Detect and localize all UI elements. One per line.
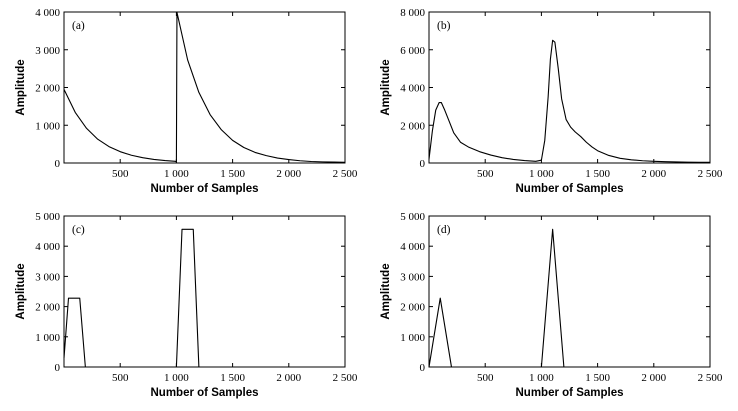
y-tick-label: 4 000 <box>400 241 425 253</box>
y-tick-label: 1 000 <box>400 332 425 344</box>
y-tick-label: 0 <box>420 158 426 170</box>
chart-panel-3: 500 1 000 1 500 2 000 2 500 0 1 000 2 000 3 000 4… <box>15 211 358 399</box>
x-tick-label: 2 000 <box>276 168 301 180</box>
x-tick-label: 500 <box>477 372 494 384</box>
x-tick-label: 1 000 <box>164 168 189 180</box>
y-tick-label: 4 000 <box>400 83 425 95</box>
panel-label: (b) <box>437 20 451 32</box>
x-axis-label: Number of Samples <box>516 183 624 195</box>
x-tick-label: 2 500 <box>698 372 723 384</box>
plot-frame <box>63 215 346 368</box>
x-tick-label: 2 000 <box>276 372 301 384</box>
y-axis-label: Amplitude <box>380 263 392 319</box>
panel-label: (d) <box>437 224 451 236</box>
y-tick-label: 1 000 <box>35 332 60 344</box>
series-line <box>63 228 345 368</box>
plot-frame <box>63 11 346 164</box>
y-axis-label: Amplitude <box>15 59 27 115</box>
y-tick-label: 8 000 <box>400 7 425 19</box>
y-tick-label: 3 000 <box>400 271 425 283</box>
y-tick-label: 2 000 <box>400 120 425 132</box>
y-tick-label: 0 <box>55 362 61 374</box>
y-tick-label: 2 000 <box>35 83 60 95</box>
chart-panel-4: 500 1 000 1 500 2 000 2 500 0 1 000 2 000 3 000 4… <box>380 211 723 399</box>
chart-panel-1: 500 1 000 1 500 2 000 2 500 0 1 000 2 000 3 000 4… <box>15 7 358 195</box>
y-tick-label: 0 <box>55 158 61 170</box>
x-tick-label: 2 500 <box>698 168 723 180</box>
y-tick-label: 3 000 <box>35 271 60 283</box>
x-tick-label: 2 500 <box>333 372 358 384</box>
panel-label: (c) <box>72 224 85 236</box>
y-tick-label: 2 000 <box>35 302 60 314</box>
x-tick-label: 1 000 <box>529 168 554 180</box>
x-axis-label: Number of Samples <box>151 387 259 399</box>
x-tick-label: 1 500 <box>585 168 610 180</box>
y-tick-label: 6 000 <box>400 45 425 57</box>
x-axis-label: Number of Samples <box>516 387 624 399</box>
x-axis-label: Number of Samples <box>151 183 259 195</box>
x-tick-label: 2 000 <box>641 168 666 180</box>
y-tick-label: 5 000 <box>35 211 60 223</box>
series-line <box>63 11 346 163</box>
x-tick-label: 500 <box>112 168 129 180</box>
y-tick-label: 5 000 <box>400 211 425 223</box>
x-tick-label: 1 500 <box>220 372 245 384</box>
plot-frame <box>428 11 711 164</box>
x-tick-label: 1 500 <box>220 168 245 180</box>
y-axis-label: Amplitude <box>380 59 392 115</box>
x-tick-label: 1 000 <box>529 372 554 384</box>
y-tick-label: 4 000 <box>35 241 60 253</box>
y-axis-label: Amplitude <box>15 263 27 319</box>
y-tick-label: 0 <box>420 362 426 374</box>
panel-label: (a) <box>72 20 85 32</box>
x-tick-label: 2 000 <box>641 372 666 384</box>
y-tick-label: 1 000 <box>35 120 60 132</box>
y-tick-label: 3 000 <box>35 45 60 57</box>
series-line <box>428 39 711 163</box>
series-line <box>428 228 710 368</box>
x-tick-label: 1 000 <box>164 372 189 384</box>
y-tick-label: 2 000 <box>400 302 425 314</box>
x-tick-label: 2 500 <box>333 168 358 180</box>
plot-frame <box>428 215 711 368</box>
chart-panel-2: 500 1 000 1 500 2 000 2 500 0 2 000 4 000 6 000 8… <box>380 7 723 195</box>
x-tick-label: 500 <box>112 372 129 384</box>
x-tick-label: 500 <box>477 168 494 180</box>
y-tick-label: 4 000 <box>35 7 60 19</box>
x-tick-label: 1 500 <box>585 372 610 384</box>
